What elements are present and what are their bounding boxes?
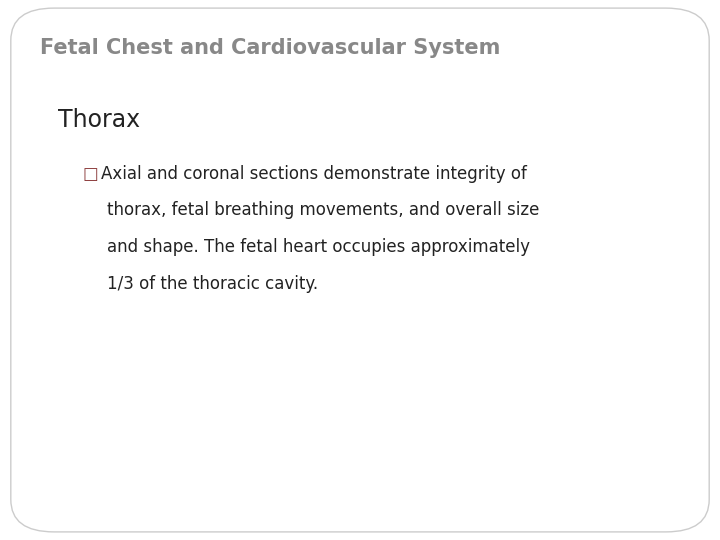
Text: Axial and coronal sections demonstrate integrity of: Axial and coronal sections demonstrate i… [101, 165, 526, 183]
Text: Fetal Chest and Cardiovascular System: Fetal Chest and Cardiovascular System [40, 38, 500, 58]
Text: □: □ [83, 165, 99, 183]
Text: thorax, fetal breathing movements, and overall size: thorax, fetal breathing movements, and o… [107, 201, 539, 219]
FancyBboxPatch shape [11, 8, 709, 532]
Text: and shape. The fetal heart occupies approximately: and shape. The fetal heart occupies appr… [107, 238, 529, 256]
Text: Thorax: Thorax [58, 108, 140, 132]
Text: 1/3 of the thoracic cavity.: 1/3 of the thoracic cavity. [107, 275, 318, 293]
